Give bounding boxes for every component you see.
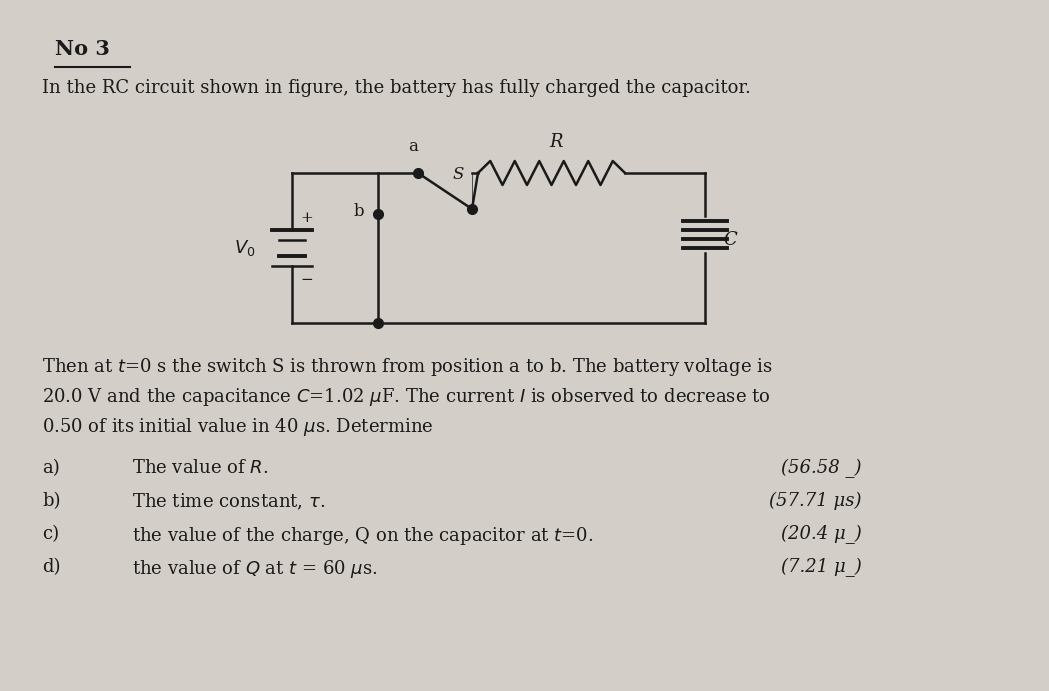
Text: S: S bbox=[453, 166, 465, 183]
Text: the value of the charge, Q on the capacitor at $t$=0.: the value of the charge, Q on the capaci… bbox=[132, 525, 594, 547]
Text: The value of $R$.: The value of $R$. bbox=[132, 459, 269, 477]
Text: the value of $Q$ at $t$ = 60 $\mu$s.: the value of $Q$ at $t$ = 60 $\mu$s. bbox=[132, 558, 378, 580]
Text: R: R bbox=[550, 133, 563, 151]
Text: Then at $t$=0 s the switch S is thrown from position a to b. The battery voltage: Then at $t$=0 s the switch S is thrown f… bbox=[42, 356, 772, 378]
Text: 0.50 of its initial value in 40 $\mu$s. Determine: 0.50 of its initial value in 40 $\mu$s. … bbox=[42, 416, 433, 438]
Text: b): b) bbox=[42, 492, 61, 510]
Text: (7.21 μ_): (7.21 μ_) bbox=[782, 558, 862, 577]
Text: The time constant, $\tau$.: The time constant, $\tau$. bbox=[132, 492, 325, 512]
Text: In the RC circuit shown in figure, the battery has fully charged the capacitor.: In the RC circuit shown in figure, the b… bbox=[42, 79, 751, 97]
Text: (20.4 μ_): (20.4 μ_) bbox=[782, 525, 862, 545]
Text: $V_0$: $V_0$ bbox=[234, 238, 256, 258]
Text: (57.71 μs): (57.71 μs) bbox=[770, 492, 862, 510]
Text: a): a) bbox=[42, 459, 60, 477]
Text: (56.58 _): (56.58 _) bbox=[782, 459, 862, 478]
Text: a: a bbox=[408, 138, 418, 155]
Text: c): c) bbox=[42, 525, 59, 543]
Text: No 3: No 3 bbox=[55, 39, 110, 59]
Text: +: + bbox=[300, 211, 313, 225]
Text: −: − bbox=[300, 273, 313, 287]
Text: 20.0 V and the capacitance $C$=1.02 $\mu$F. The current $I$ is observed to decre: 20.0 V and the capacitance $C$=1.02 $\mu… bbox=[42, 386, 771, 408]
Text: d): d) bbox=[42, 558, 61, 576]
Text: C: C bbox=[723, 231, 736, 249]
Text: b: b bbox=[354, 204, 364, 220]
